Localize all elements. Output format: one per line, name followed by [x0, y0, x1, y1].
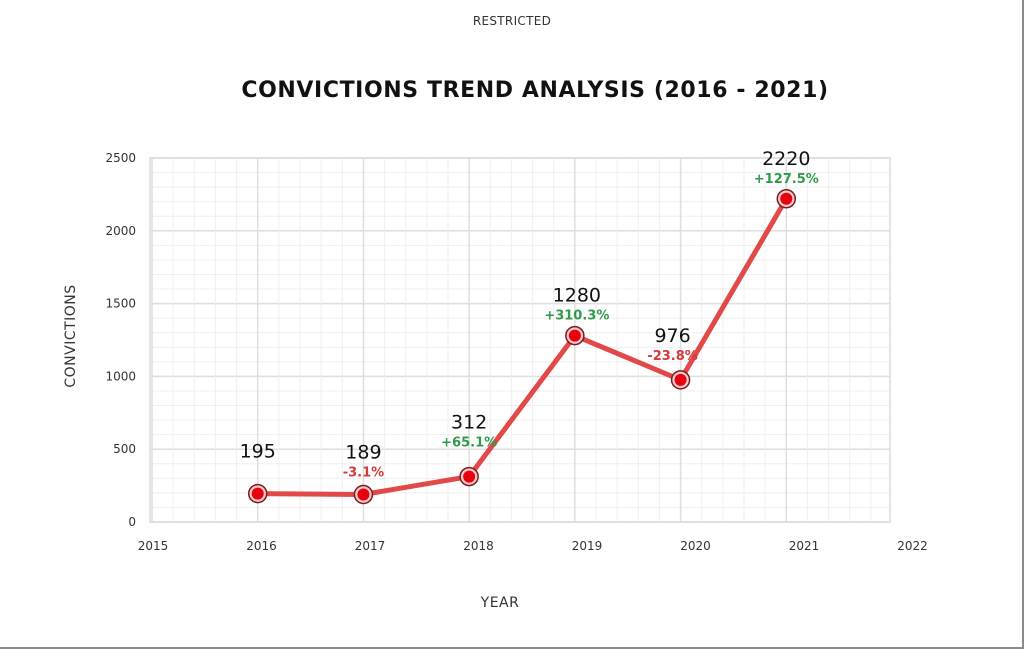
- value-label: 312: [451, 412, 487, 434]
- value-label: 2220: [762, 148, 810, 170]
- x-axis-label: YEAR: [480, 595, 520, 611]
- change-label: +127.5%: [754, 172, 819, 187]
- chart-title: CONVICTIONS TREND ANALYSIS (2016 - 2021): [241, 78, 829, 103]
- data-point-core: [780, 192, 793, 205]
- y-axis-label: CONVICTIONS: [63, 284, 79, 387]
- data-point-core: [463, 470, 476, 483]
- y-tick-label: 2500: [105, 151, 136, 165]
- y-tick-label: 2000: [105, 224, 136, 238]
- x-tick-label: 2016: [246, 539, 277, 553]
- data-labels: 195 189 -3.1% 312 +65.1% 1280 +310.3% 976 -23.8%…: [240, 148, 819, 481]
- x-axis-ticks: 2015 2016 2017 2018 2019 2020 2021 2022: [138, 539, 928, 553]
- data-point-core: [674, 373, 687, 386]
- data-point-core: [357, 488, 370, 501]
- data-point-core: [568, 329, 581, 342]
- data-points: [247, 189, 797, 505]
- x-tick-label: 2019: [572, 539, 603, 553]
- change-label: -3.1%: [343, 465, 384, 480]
- value-label: 189: [345, 441, 381, 463]
- x-tick-label: 2017: [355, 539, 386, 553]
- plot-area: [149, 157, 891, 523]
- y-tick-label: 0: [128, 515, 136, 529]
- data-point-core: [251, 487, 264, 500]
- value-label: 976: [654, 325, 690, 347]
- y-tick-label: 1500: [105, 297, 136, 311]
- series-line: [255, 196, 789, 497]
- y-tick-label: 1000: [105, 369, 136, 383]
- x-tick-label: 2022: [897, 539, 928, 553]
- change-label: +310.3%: [544, 309, 609, 324]
- value-label: 1280: [553, 285, 601, 307]
- change-label: +65.1%: [441, 436, 497, 451]
- x-tick-label: 2021: [789, 539, 820, 553]
- x-tick-label: 2020: [680, 539, 711, 553]
- classification-label: RESTRICTED: [472, 14, 552, 28]
- y-tick-label: 500: [113, 442, 136, 456]
- change-label: -23.8%: [647, 349, 698, 364]
- x-tick-label: 2015: [138, 539, 169, 553]
- y-axis-ticks: 0 500 1000 1500 2000 2500: [105, 151, 136, 529]
- value-label: 195: [240, 441, 276, 463]
- x-tick-label: 2018: [463, 539, 494, 553]
